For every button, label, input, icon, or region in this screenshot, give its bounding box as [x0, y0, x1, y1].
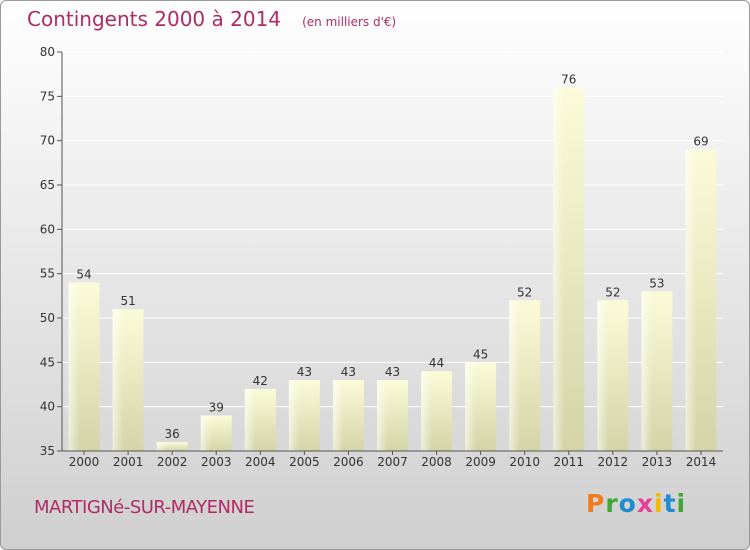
x-tick-label: 2011 [553, 455, 584, 469]
y-tick-label: 55 [40, 267, 55, 281]
y-tick-label: 45 [40, 355, 55, 369]
y-tick-label: 50 [40, 311, 55, 325]
chart-subtitle: (en milliers d'€) [302, 15, 397, 29]
title-row: Contingents 2000 à 2014 (en milliers d'€… [27, 7, 396, 31]
bar-highlight [421, 371, 432, 451]
bar-highlight [156, 442, 168, 451]
x-tick-label: 2007 [377, 455, 408, 469]
bar-highlight [377, 380, 388, 451]
data-label: 42 [253, 374, 268, 388]
y-tick-label: 60 [40, 222, 55, 236]
data-label: 54 [76, 268, 91, 282]
x-tick-label: 2002 [157, 455, 188, 469]
logo-letter: x [636, 489, 654, 518]
y-tick-label: 65 [40, 178, 55, 192]
data-label: 76 [561, 72, 576, 86]
data-label: 39 [209, 401, 224, 415]
bar-highlight [509, 300, 521, 451]
x-tick-label: 2000 [69, 455, 100, 469]
y-tick-label: 40 [40, 400, 55, 414]
data-label: 52 [517, 285, 532, 299]
data-label: 45 [473, 347, 488, 361]
x-tick-label: 2003 [201, 455, 232, 469]
data-label: 53 [649, 276, 664, 290]
bar-highlight [68, 282, 80, 451]
data-label: 43 [341, 365, 356, 379]
bar-highlight [553, 87, 565, 451]
bar-highlight [200, 415, 212, 451]
bar-highlight [112, 309, 124, 451]
x-tick-label: 2013 [642, 455, 673, 469]
data-label: 43 [297, 365, 312, 379]
data-label: 69 [693, 135, 708, 149]
x-tick-label: 2009 [465, 455, 496, 469]
x-tick-label: 2012 [598, 455, 629, 469]
logo-letter: P [586, 489, 606, 518]
data-label: 44 [429, 356, 444, 370]
logo-letter: i [676, 489, 687, 518]
logo-letter: r [605, 489, 619, 518]
y-tick-label: 75 [40, 89, 55, 103]
y-tick-label: 70 [40, 134, 55, 148]
chart-title: Contingents 2000 à 2014 [27, 7, 282, 31]
logo-letter: i [654, 489, 664, 518]
x-tick-label: 2010 [509, 455, 540, 469]
y-tick-label: 35 [40, 444, 55, 458]
data-label: 51 [120, 294, 135, 308]
proxiti-logo[interactable]: Proxiti [586, 489, 686, 518]
place-name: MARTIGNé-SUR-MAYENNE [34, 497, 255, 518]
x-tick-label: 2005 [289, 455, 320, 469]
y-tick-label: 80 [40, 45, 55, 59]
x-tick-label: 2006 [333, 455, 364, 469]
x-tick-label: 2001 [113, 455, 144, 469]
bar-highlight [288, 380, 300, 451]
data-label: 43 [385, 365, 400, 379]
x-tick-label: 2004 [245, 455, 276, 469]
bar-highlight [641, 291, 653, 451]
bar-highlight [332, 380, 344, 451]
bar-highlight [244, 388, 256, 451]
bar-highlight [685, 149, 697, 452]
bar-highlight [597, 300, 609, 451]
x-tick-label: 2014 [686, 455, 717, 469]
bar-highlight [465, 362, 476, 451]
data-label: 36 [165, 427, 180, 441]
logo-letter: t [663, 489, 677, 518]
bar [156, 442, 188, 451]
x-tick-label: 2008 [421, 455, 452, 469]
logo-letter: o [618, 489, 637, 518]
data-label: 52 [605, 285, 620, 299]
